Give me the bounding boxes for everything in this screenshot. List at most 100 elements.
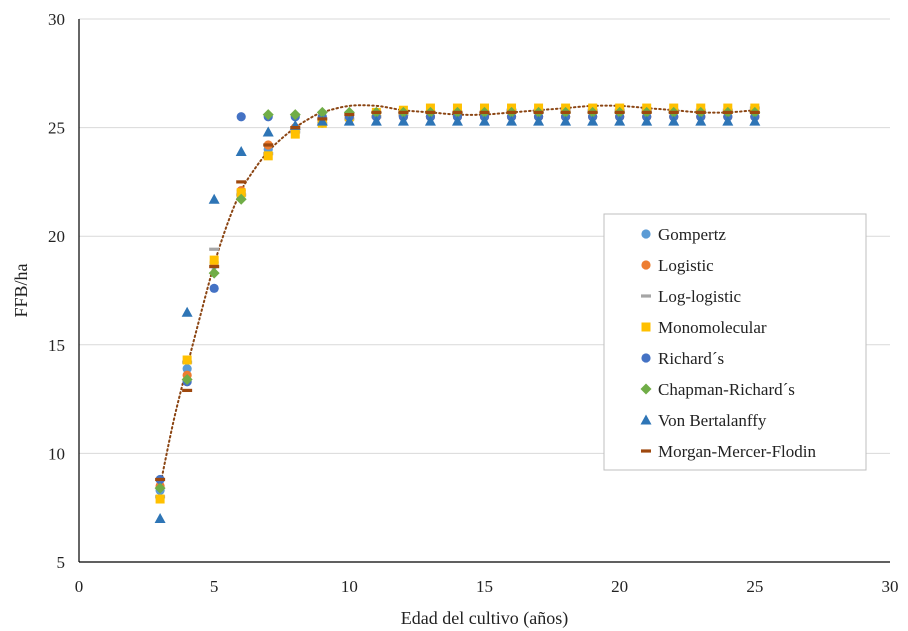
series-morgan-mercer-flodin [155,110,760,482]
data-point [289,109,301,121]
y-tick-label: 15 [48,336,65,355]
data-point [587,115,599,126]
legend-marker [640,414,652,425]
data-point [236,188,246,198]
data-point [506,110,517,114]
legend-label: Monomolecular [658,318,767,337]
data-point [181,306,193,317]
legend-label: Richard´s [658,349,724,368]
axes [78,19,890,563]
data-point [560,115,572,126]
legend-label: Chapman-Richard´s [658,380,795,399]
legend-marker [641,449,651,453]
data-point [506,115,518,126]
y-tick-label: 10 [48,444,65,463]
data-point [235,193,247,205]
data-point [208,267,220,279]
data-point [668,115,680,126]
data-point [316,106,328,118]
data-point [370,115,382,126]
data-point [155,494,165,504]
legend-marker [641,260,651,270]
legend-marker [640,383,652,395]
data-point [451,115,463,126]
data-point [722,110,733,114]
data-points [154,103,761,524]
data-point [155,477,166,482]
legend-marker [641,353,651,363]
data-point [560,110,571,114]
data-point [424,115,436,126]
data-point [316,115,328,126]
data-point [262,126,274,137]
legend-label: Morgan-Mercer-Flodin [658,442,816,461]
data-point [722,115,734,126]
data-point [425,110,436,114]
data-point [695,115,707,126]
data-point [533,115,545,126]
data-point [641,115,653,126]
data-point [209,247,220,251]
legend-marker [641,294,651,298]
data-point [236,180,247,184]
data-point [479,110,490,114]
data-point [668,110,679,114]
data-point [290,129,300,139]
data-point [371,110,382,114]
data-point [317,117,328,121]
x-tick-label: 30 [882,577,899,596]
data-point [209,283,219,293]
x-tick-label: 5 [210,577,219,596]
data-point [479,115,490,126]
legend-label: Gompertz [658,225,726,244]
legend-box [603,213,867,471]
data-point [344,112,355,117]
legend-label: Log-logistic [658,287,742,306]
data-point [262,109,274,121]
data-point [208,193,220,204]
legend-marker [641,229,651,239]
data-point [749,110,760,114]
data-point [182,364,192,374]
data-point [154,482,166,494]
y-tick-label: 5 [57,553,66,572]
data-point [343,115,355,126]
data-point [235,145,247,156]
x-tick-label: 10 [341,577,358,596]
legend-label: Logistic [658,256,714,275]
data-point [263,151,273,161]
legend-label: Von Bertalanffy [658,411,767,430]
data-point [614,110,625,114]
data-point [181,374,193,386]
data-point [452,110,463,114]
x-tick-label: 0 [75,577,84,596]
data-point [263,143,274,147]
data-point [614,115,626,126]
data-point [397,115,409,126]
data-point [290,126,301,130]
data-point [236,112,246,122]
x-axis-title: Edad del cultivo (años) [401,608,568,629]
x-tick-label: 15 [476,577,493,596]
data-point [209,265,220,269]
x-tick-label: 20 [611,577,628,596]
y-tick-label: 20 [48,227,65,246]
data-point [749,115,761,126]
y-axis-title: FFB/ha [11,263,31,317]
data-point [182,388,193,393]
data-point [182,355,192,365]
data-point [533,110,544,114]
data-point [587,110,598,114]
y-tick-label: 30 [48,10,65,29]
data-point [398,110,409,114]
data-point [641,110,652,114]
legend: Gompertz Logistic Log-logistic Monomolecula… [603,213,867,471]
legend-marker [641,322,651,332]
trendline [159,104,756,487]
x-tick-label: 25 [746,577,763,596]
data-point [209,255,219,265]
data-point [695,110,706,114]
y-tick-label: 25 [48,119,65,138]
